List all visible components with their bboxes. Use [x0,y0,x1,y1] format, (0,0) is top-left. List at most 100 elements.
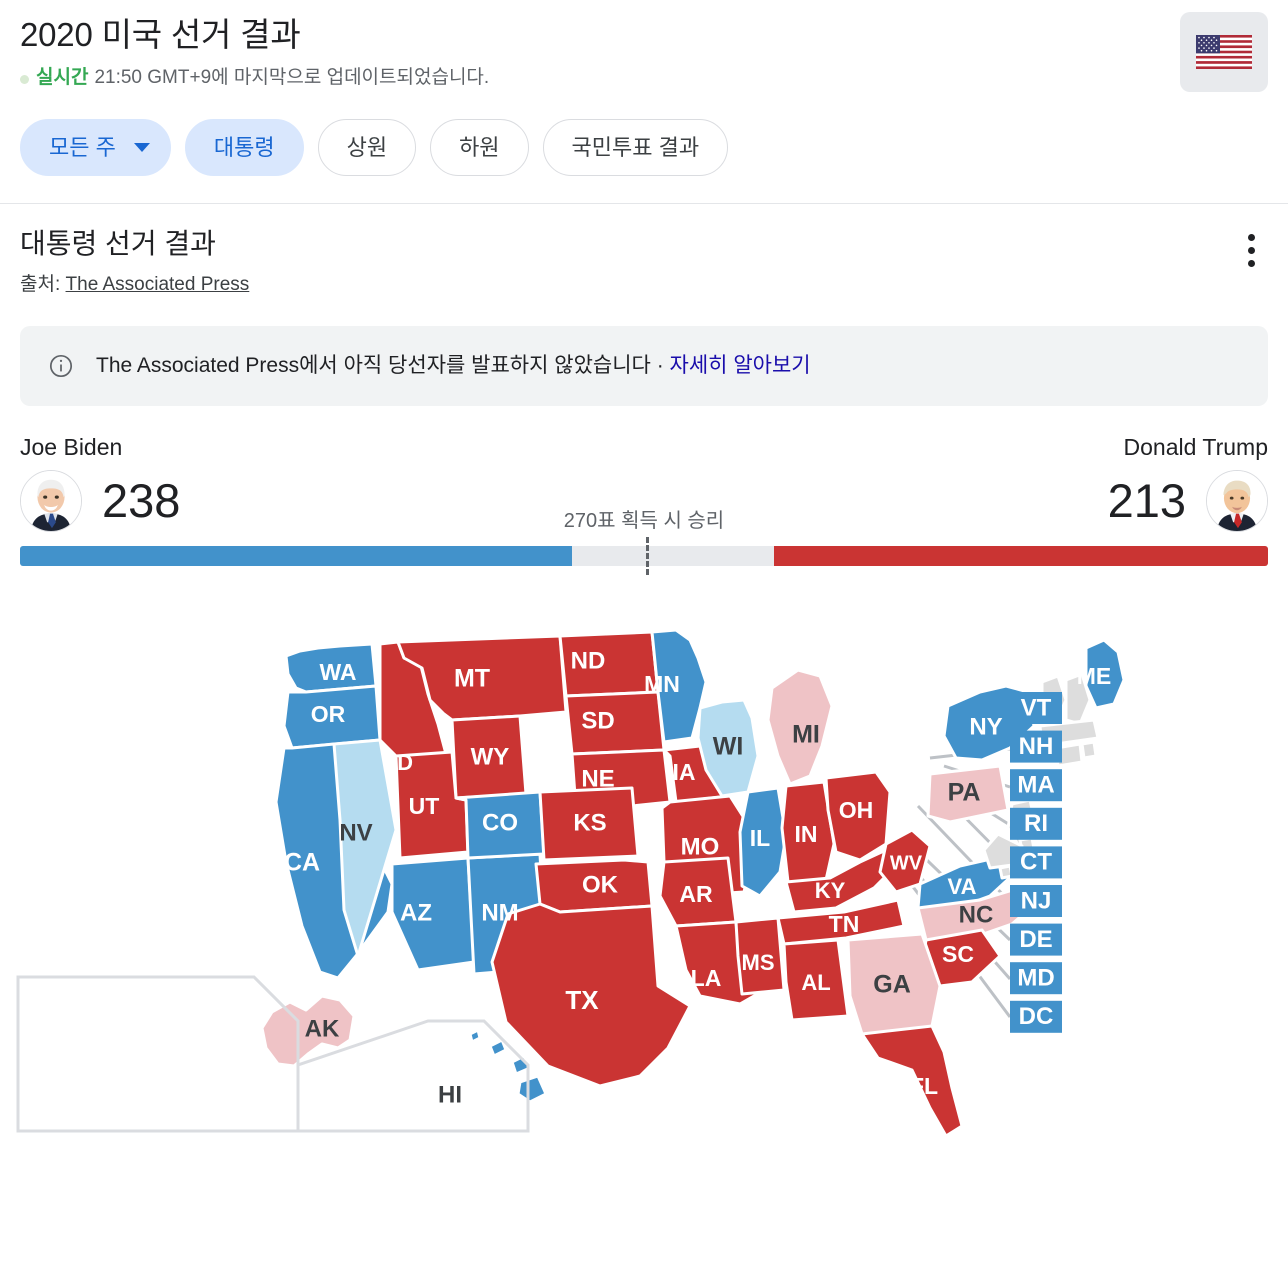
kebab-menu-icon[interactable] [1236,230,1266,270]
scoreboard: Joe Biden Donald Trump [20,432,1268,575]
chip-senate-label: 상원 [346,134,388,160]
card-title: 대통령 선거 결과 [20,228,216,259]
state-label-me: ME [1077,663,1112,689]
state-oh[interactable] [824,770,892,862]
state-label-fl: FL [910,1073,938,1099]
state-wi[interactable] [696,698,760,798]
state-label-il: IL [750,825,770,851]
alaska-inset-frame [16,975,300,1133]
electoral-vote-bar [20,537,1268,575]
bar-segment-left [20,546,573,566]
state-wa[interactable] [284,642,378,694]
state-al[interactable] [782,938,850,1022]
state-fl[interactable] [860,1024,964,1138]
biden-avatar [20,470,82,532]
state-label-tx: TX [565,985,599,1015]
state-label-sd: SD [581,707,614,734]
source-link[interactable]: The Associated Press [65,274,250,295]
us-flag-icon [1180,12,1268,92]
callout-label-dc: DC [1019,1003,1054,1030]
notice-text-block: The Associated Press에서 아직 당선자를 발표하지 않았습니… [96,352,811,380]
callout-label-ri: RI [1024,810,1048,837]
state-label-tn: TN [829,911,860,937]
state-ri[interactable] [1080,740,1098,760]
callout-box-md[interactable] [1010,962,1062,995]
info-icon [48,353,74,379]
state-label-ms: MS [742,950,775,975]
notice-learn-more-link[interactable]: 자세히 알아보기 [669,354,811,377]
state-label-mi: MI [792,721,820,749]
state-label-hi: HI [438,1081,462,1108]
state-label-wy: WY [471,743,510,770]
state-label-in: IN [795,821,818,847]
candidate-name-row: Joe Biden Donald Trump [20,432,1268,462]
result-card-header: 대통령 선거 결과 출처: The Associated Press [0,204,1288,298]
chip-all-states[interactable]: 모든 주 [20,119,171,176]
state-co[interactable] [454,790,546,860]
chip-senate[interactable]: 상원 [317,119,417,176]
state-il[interactable] [738,786,788,898]
chip-president[interactable]: 대통령 [184,119,304,176]
state-mn[interactable] [650,628,708,744]
callout-box-nh[interactable] [1010,730,1062,763]
callout-box-ri[interactable] [1010,807,1062,840]
state-label-az: AZ [400,899,432,926]
state-pa[interactable] [926,764,1010,824]
state-label-ks: KS [573,809,606,836]
state-label-ca: CA [284,849,320,877]
state-label-mn: MN [644,671,680,697]
callout-label-nj: NJ [1021,887,1052,914]
page-title: 2020 미국 선거 결과 [20,16,301,53]
chip-all-states-label: 모든 주 [49,134,116,160]
callout-box-ma[interactable] [1010,769,1062,802]
filter-chip-row: 모든 주 대통령 상원 하원 국민투표 결과 [0,91,1288,176]
chip-president-label: 대통령 [213,134,275,160]
callout-box-ct[interactable] [1010,846,1062,879]
candidate-name-right: Donald Trump [1123,434,1268,460]
live-indicator-dot [20,74,29,84]
state-label-ak: AK [305,1015,340,1042]
live-status-line: 실시간 21:50 GMT+9에 마지막으로 업데이트되었습니다. [20,65,1268,91]
hawaii-inset-frame [296,1019,530,1133]
threshold-label: 270표 획득 시 승리 [563,510,725,532]
state-mi[interactable] [766,668,834,786]
inset-frames [16,975,530,1133]
state-label-id: ID [391,750,413,775]
callout-box-nj[interactable] [1010,885,1062,917]
state-label-ut: UT [409,793,440,819]
state-ks[interactable] [538,786,640,862]
state-label-nm: NM [481,899,518,926]
state-label-ky: KY [815,878,846,903]
callout-box-de[interactable] [1010,923,1062,956]
state-ak[interactable] [260,994,356,1068]
trump-avatar [1206,470,1268,532]
state-nh[interactable] [1064,672,1092,726]
state-label-wv: WV [890,852,923,874]
state-label-ok: OK [582,871,619,898]
state-label-nv: NV [339,819,372,846]
callout-box-dc[interactable] [1010,1000,1062,1033]
state-label-va: VA [948,874,977,899]
kebab-dot [1247,246,1255,254]
chip-house[interactable]: 하원 [430,119,529,176]
state-label-ia: IA [673,759,696,785]
chip-house-label: 하원 [459,134,500,160]
candidate-right: 213 [1108,470,1268,532]
candidate-right-votes: 213 [1107,474,1186,527]
notice-text: The Associated Press에서 아직 당선자를 발표하지 않았습니… [96,354,670,377]
chip-popular-vote[interactable]: 국민투표 결과 [542,119,729,176]
state-label-ar: AR [679,881,713,907]
state-label-co: CO [482,809,518,836]
candidate-name-left: Joe Biden [20,434,123,460]
chevron-down-icon [133,143,150,152]
kebab-dot [1247,259,1255,267]
state-label-sc: SC [942,941,974,967]
state-label-or: OR [311,701,346,727]
state-label-mo: MO [681,833,720,860]
callout-box-vt[interactable] [1010,692,1062,724]
state-tx[interactable] [490,902,692,1088]
state-label-wa: WA [319,659,356,685]
state-az[interactable] [390,856,476,972]
state-ms[interactable] [734,916,786,996]
